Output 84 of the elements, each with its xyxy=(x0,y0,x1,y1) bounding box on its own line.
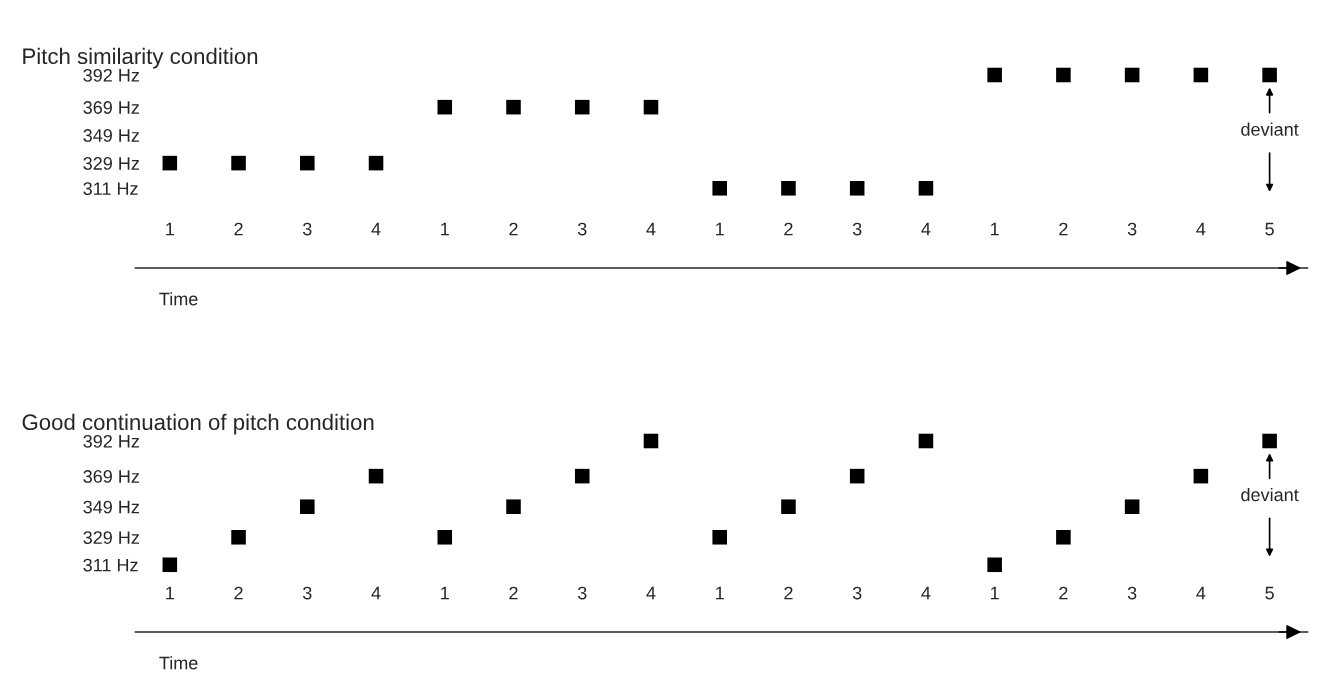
x-tick-label: 2 xyxy=(1059,586,1068,600)
point xyxy=(987,557,1002,573)
x-axis-title: Time xyxy=(159,656,198,670)
point xyxy=(849,181,865,196)
x-tick-label: 4 xyxy=(646,222,656,236)
y-tick-label: 329 Hz xyxy=(83,157,139,170)
y-tick-label: 311 Hz xyxy=(83,182,138,195)
point xyxy=(849,468,865,484)
x-tick-label: 2 xyxy=(509,222,518,236)
x-tick-label: 4 xyxy=(371,586,381,600)
x-tick-label: 4 xyxy=(646,586,656,600)
chart-title: Pitch similarity condition xyxy=(23,47,258,69)
point xyxy=(1124,67,1140,83)
point xyxy=(231,155,246,171)
point xyxy=(781,499,796,514)
x-tick-label: 4 xyxy=(1196,586,1206,600)
point xyxy=(574,99,590,115)
x-tick-label: 3 xyxy=(577,222,587,236)
y-tick-label: 311 Hz xyxy=(83,558,138,572)
chart-title: Good continuation of pitch condition xyxy=(22,413,374,435)
point xyxy=(162,155,178,171)
x-tick-label: 2 xyxy=(234,222,243,236)
x-tick-label: 3 xyxy=(1127,586,1137,600)
point xyxy=(1193,67,1209,83)
x-tick-label: 4 xyxy=(1196,222,1206,236)
x-tick-label: 1 xyxy=(716,586,724,600)
x-tick-label: 3 xyxy=(1127,222,1137,236)
point xyxy=(1056,529,1071,545)
x-tick-label: 4 xyxy=(921,586,931,600)
x-tick-label: 3 xyxy=(302,222,312,236)
point xyxy=(1262,67,1277,83)
x-tick-label: 2 xyxy=(784,222,793,236)
x-tick-label: 1 xyxy=(716,222,724,236)
x-tick-label: 1 xyxy=(441,222,449,236)
x-tick-label: 4 xyxy=(921,222,931,236)
point xyxy=(506,499,521,514)
y-tick-label: 349 Hz xyxy=(83,500,139,514)
point xyxy=(643,433,659,449)
annotation: deviant xyxy=(1241,487,1299,502)
y-tick-label: 329 Hz xyxy=(83,531,139,544)
point xyxy=(1124,499,1140,514)
point xyxy=(574,468,590,484)
y-tick-label: 369 Hz xyxy=(83,101,139,114)
y-tick-label: 392 Hz xyxy=(83,434,139,448)
point xyxy=(506,99,521,115)
point xyxy=(162,557,178,573)
x-tick-label: 5 xyxy=(1265,222,1274,236)
x-tick-label: 3 xyxy=(577,586,587,600)
point xyxy=(781,181,796,196)
y-tick-label: 369 Hz xyxy=(83,470,139,483)
point xyxy=(368,468,384,484)
x-tick-label: 1 xyxy=(166,222,174,236)
point xyxy=(918,433,934,449)
y-tick-label: 392 Hz xyxy=(83,68,139,82)
x-tick-label: 2 xyxy=(509,586,518,600)
x-tick-label: 2 xyxy=(784,586,793,600)
point xyxy=(1193,468,1209,484)
point xyxy=(1262,433,1277,449)
x-tick-label: 4 xyxy=(371,222,381,236)
y-tick-label: 349 Hz xyxy=(83,129,139,142)
x-tick-label: 5 xyxy=(1265,586,1274,600)
point xyxy=(918,181,934,196)
point xyxy=(300,155,315,171)
point xyxy=(1056,67,1071,83)
point xyxy=(437,529,453,545)
point xyxy=(368,155,384,171)
x-tick-label: 2 xyxy=(234,586,243,600)
x-tick-label: 1 xyxy=(991,586,999,600)
x-tick-label: 3 xyxy=(302,586,312,600)
annotation: deviant xyxy=(1241,122,1299,136)
x-axis-title: Time xyxy=(159,292,198,306)
x-tick-label: 3 xyxy=(852,586,862,600)
point xyxy=(231,529,246,545)
x-tick-label: 1 xyxy=(166,586,174,600)
point xyxy=(712,181,727,196)
x-tick-label: 2 xyxy=(1059,222,1068,236)
point xyxy=(643,99,659,115)
x-tick-label: 1 xyxy=(991,222,999,236)
x-tick-label: 3 xyxy=(852,222,862,236)
point xyxy=(300,499,315,514)
x-tick-label: 1 xyxy=(441,586,449,600)
point xyxy=(987,67,1002,83)
point xyxy=(437,99,453,115)
point xyxy=(712,529,727,545)
